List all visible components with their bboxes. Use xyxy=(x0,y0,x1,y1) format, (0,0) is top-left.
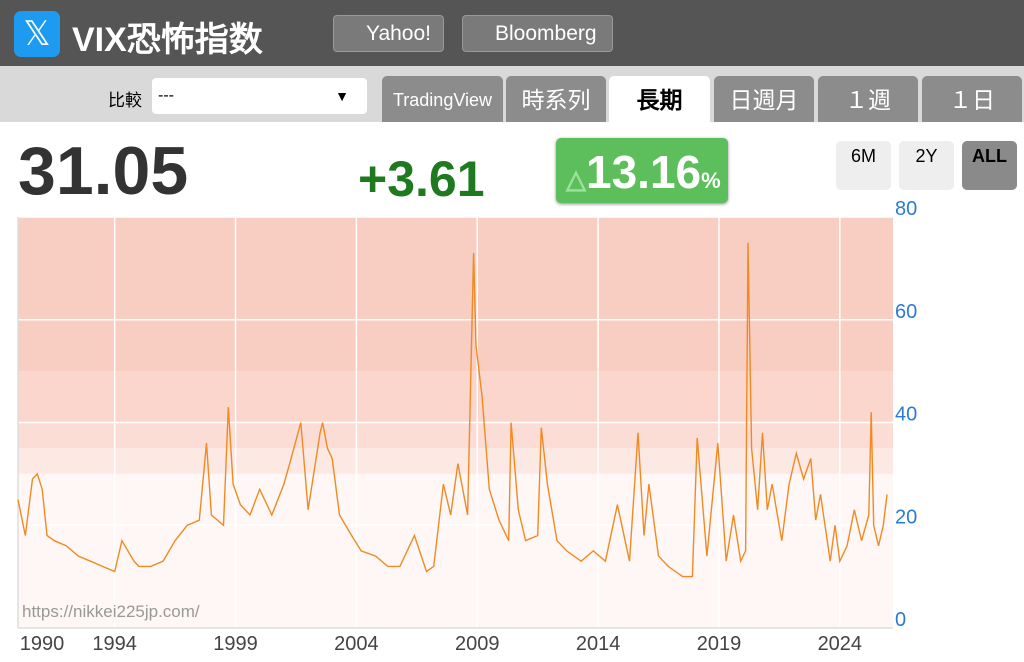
tab[interactable]: 長期 xyxy=(609,76,710,122)
y-tick-label: 40 xyxy=(895,404,917,426)
zone-band xyxy=(18,448,893,474)
y-tick-label: 60 xyxy=(895,301,917,323)
y-tick-label: 80 xyxy=(895,198,917,220)
x-tick-label: 1990 xyxy=(20,633,65,655)
x-icon[interactable]: 𝕏 xyxy=(14,11,60,57)
zone-band xyxy=(18,217,893,372)
vix-line xyxy=(17,242,888,578)
tab[interactable]: TradingView xyxy=(382,76,503,122)
zone-band xyxy=(18,371,893,423)
x-tick-label: 2009 xyxy=(455,633,500,655)
tab[interactable]: 時系列 xyxy=(506,76,606,122)
y-tick-label: 0 xyxy=(895,609,906,631)
tab[interactable]: １日 xyxy=(922,76,1022,122)
range-button[interactable]: 2Y xyxy=(899,141,954,190)
percent-badge: △13.16% xyxy=(556,138,728,203)
percent-unit: % xyxy=(701,168,721,193)
x-tick-label: 2014 xyxy=(576,633,621,655)
range-button[interactable]: ALL xyxy=(962,141,1017,190)
x-tick-label: 1999 xyxy=(213,633,258,655)
select-value: --- xyxy=(158,87,174,104)
watermark: https://nikkei225jp.com/ xyxy=(22,602,200,621)
percent: 13.16 xyxy=(586,146,702,198)
compare-label: 比較 xyxy=(108,91,142,110)
change: +3.61 xyxy=(358,151,485,207)
tab[interactable]: １週 xyxy=(818,76,918,122)
x-tick-label: 2004 xyxy=(334,633,379,655)
tab[interactable]: 日週月 xyxy=(714,76,814,122)
zone-band xyxy=(18,473,893,628)
link-button[interactable]: Yahoo! xyxy=(333,15,444,52)
compare-select[interactable]: --- ▼ xyxy=(152,78,367,114)
arrow: △ xyxy=(566,164,586,194)
x-tick-label: 1994 xyxy=(92,633,137,655)
range-button[interactable]: 6M xyxy=(836,141,891,190)
x-tick-label: 2024 xyxy=(818,633,863,655)
link-button[interactable]: Bloomberg xyxy=(462,15,613,52)
price: 31.05 xyxy=(18,133,189,209)
title: VIX恐怖指数 xyxy=(72,21,263,59)
x-tick-label: 2019 xyxy=(697,633,742,655)
y-tick-label: 20 xyxy=(895,506,917,528)
